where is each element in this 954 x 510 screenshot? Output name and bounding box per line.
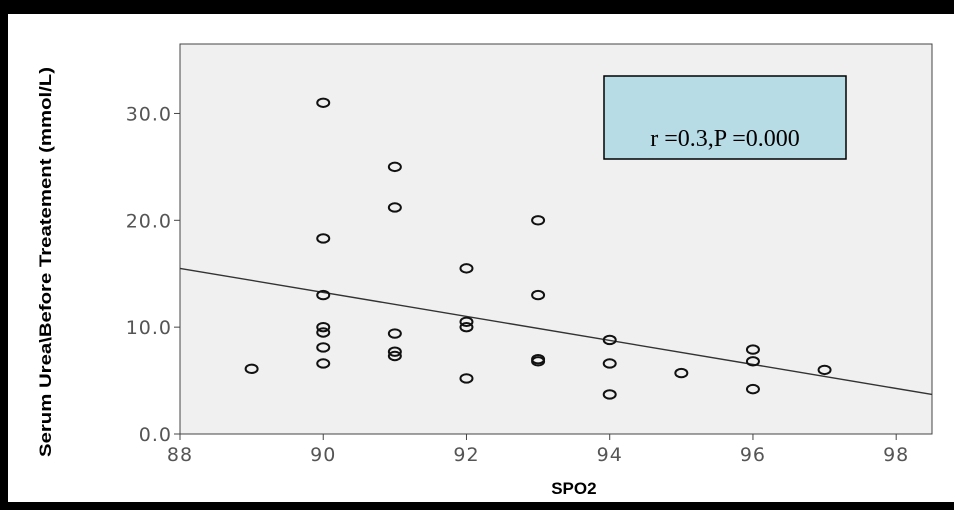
data-points	[244, 97, 832, 400]
data-point	[459, 263, 474, 274]
data-point	[602, 334, 617, 346]
data-point	[531, 215, 546, 226]
annotation-background	[603, 75, 847, 160]
data-point	[602, 389, 617, 400]
annotation-text: r =0.3,P =0.000	[650, 126, 800, 152]
y-tick-label: 0.0	[139, 424, 172, 446]
data-point	[745, 383, 760, 395]
fit-line	[179, 267, 933, 396]
x-tick-label: 94	[597, 444, 623, 466]
data-point	[674, 367, 689, 379]
data-point	[531, 356, 546, 367]
x-tick-label: 92	[453, 444, 479, 466]
data-point	[244, 363, 259, 375]
data-point	[387, 161, 402, 173]
data-point	[387, 350, 402, 362]
data-point	[387, 328, 402, 339]
data-point	[316, 321, 331, 333]
x-tick-label: 88	[167, 444, 193, 466]
data-point	[387, 346, 402, 357]
x-tick-label: 98	[883, 444, 909, 466]
y-tick-label: 10.0	[126, 317, 172, 339]
data-point	[745, 356, 760, 367]
x-tick-label: 96	[740, 444, 766, 466]
data-point	[817, 364, 832, 376]
y-axis-title: Serum Urea\Before Treatement (mmol/L)	[36, 67, 55, 457]
data-point	[316, 358, 331, 369]
data-point	[531, 289, 546, 301]
axis-ticks: 88 90 92 94 96 98 0.0 10.0 20.0 30.0	[126, 103, 909, 466]
data-point	[745, 344, 760, 355]
data-point	[316, 97, 331, 108]
annotation-box: r =0.3,P =0.000	[603, 75, 847, 160]
data-point	[602, 358, 617, 369]
x-tick-label: 90	[310, 444, 336, 466]
data-point	[387, 202, 402, 213]
data-point	[459, 316, 474, 328]
data-point	[316, 289, 331, 301]
data-point	[459, 373, 474, 384]
data-point	[316, 327, 331, 338]
y-tick-label: 20.0	[126, 210, 172, 232]
y-tick-label: 30.0	[126, 103, 172, 125]
data-point	[459, 321, 474, 333]
data-point	[316, 233, 331, 244]
data-point	[316, 342, 331, 353]
x-axis-title: SPO2	[551, 479, 596, 498]
